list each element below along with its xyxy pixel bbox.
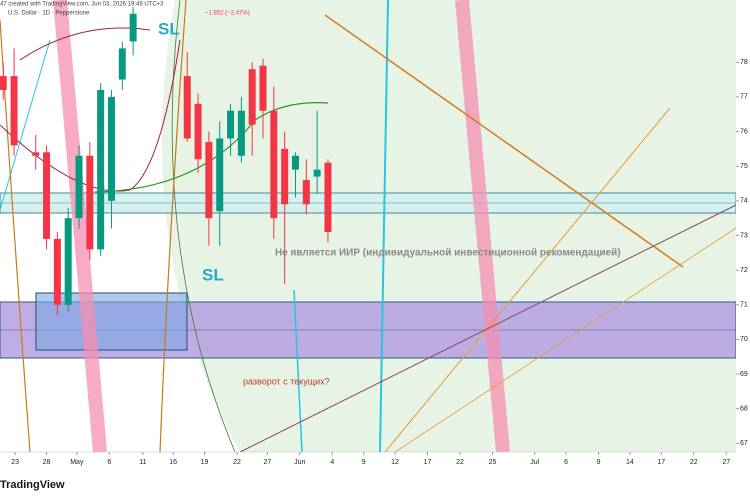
annotation: разворот с текущих? [243, 376, 330, 386]
candle-body [281, 148, 289, 205]
candle-body [86, 155, 94, 250]
x-tick-label: 6 [107, 459, 111, 466]
cyan-line [0, 39, 51, 211]
y-tick-label: 70 [740, 336, 748, 343]
candle-body [259, 65, 267, 111]
logo: TradingView [0, 479, 65, 491]
candle-body [0, 76, 7, 90]
annotation: SL [158, 19, 180, 38]
candle-body [75, 155, 83, 219]
x-tick-label: 28 [43, 459, 51, 466]
marks [0, 6, 332, 316]
candle-body [43, 152, 51, 239]
candle-body [270, 110, 278, 219]
candle-body [227, 110, 235, 139]
candle-body [248, 69, 256, 125]
x-tick-label: May [70, 459, 84, 466]
x-tick-label: 16 [169, 459, 177, 466]
arc [159, 0, 187, 453]
x-tick-label: 27 [263, 459, 271, 466]
candle-body [216, 138, 224, 212]
x-tick-label: Jun [294, 459, 305, 466]
x-tick-label: 14 [626, 459, 634, 466]
trend-line [384, 107, 671, 453]
candle-body [291, 155, 299, 170]
created-note: 47 created with TradingView.com, Jun 03,… [0, 2, 164, 8]
x-tick-label: 9 [597, 459, 601, 466]
x-tick-label: 22 [690, 459, 698, 466]
y-tick-label: 68 [740, 406, 748, 413]
candle-body [183, 76, 191, 139]
y-tick-label: 76 [740, 128, 748, 135]
x-tick-label: 25 [489, 459, 497, 466]
x-tick-label: 27 [722, 459, 730, 466]
candle-body [118, 48, 126, 80]
candle-body [129, 13, 137, 42]
x-tick-label: 9 [362, 459, 366, 466]
trend-line [239, 204, 737, 453]
box-zone [35, 292, 188, 351]
candle-body [64, 218, 72, 305]
y-tick-label: 71 [740, 302, 748, 309]
cyan-line [379, 0, 389, 453]
x-tick-label: 4 [330, 459, 334, 466]
pink-channel [455, 0, 510, 453]
x-tick-label: 19 [201, 459, 209, 466]
change: −1.852 (−2.47%) [205, 11, 250, 17]
trend-line [324, 14, 684, 268]
candle-body [205, 141, 213, 219]
candle-body [194, 103, 202, 160]
x-tick-label: 22 [233, 459, 241, 466]
candle-body [10, 76, 18, 146]
arc [171, 0, 236, 453]
x-tick-label: 23 [11, 459, 19, 466]
annotation: Не является ИИР (индивидуальной инвестиц… [275, 248, 621, 259]
cyan-line [293, 289, 303, 453]
x-tick-label: 17 [424, 459, 432, 466]
x-tick-label: 17 [657, 459, 665, 466]
trend-line [394, 227, 737, 453]
symbol: U.S. Dollar · 1D · Pepperstone [8, 11, 90, 17]
y-tick-label: 75 [740, 163, 748, 170]
candle-body [324, 162, 332, 232]
y-tick-label: 67 [740, 440, 748, 447]
candle-body [53, 238, 61, 305]
y-tick-label: 78 [740, 59, 748, 66]
x-tick-label: 12 [391, 459, 399, 466]
axis-area [0, 452, 750, 500]
candle-body [107, 96, 115, 201]
candle-body [32, 152, 40, 156]
x-tick-label: 6 [564, 459, 568, 466]
candle-body [302, 180, 310, 205]
y-tick-label: 74 [740, 198, 748, 205]
x-tick-label: 11 [139, 459, 146, 466]
y-tick-label: 73 [740, 232, 748, 239]
x-tick-label: 22 [456, 459, 464, 466]
candle-body [313, 169, 321, 177]
y-tick-label: 77 [740, 94, 748, 101]
y-axis-area [736, 0, 750, 452]
y-tick-label: 72 [740, 267, 748, 274]
candle-body [97, 89, 105, 250]
candle-body [237, 110, 245, 156]
x-tick-label: Jul [530, 459, 539, 466]
pink-channel [53, 0, 107, 453]
annotation: SL [202, 265, 224, 284]
y-tick-label: 69 [740, 371, 748, 378]
